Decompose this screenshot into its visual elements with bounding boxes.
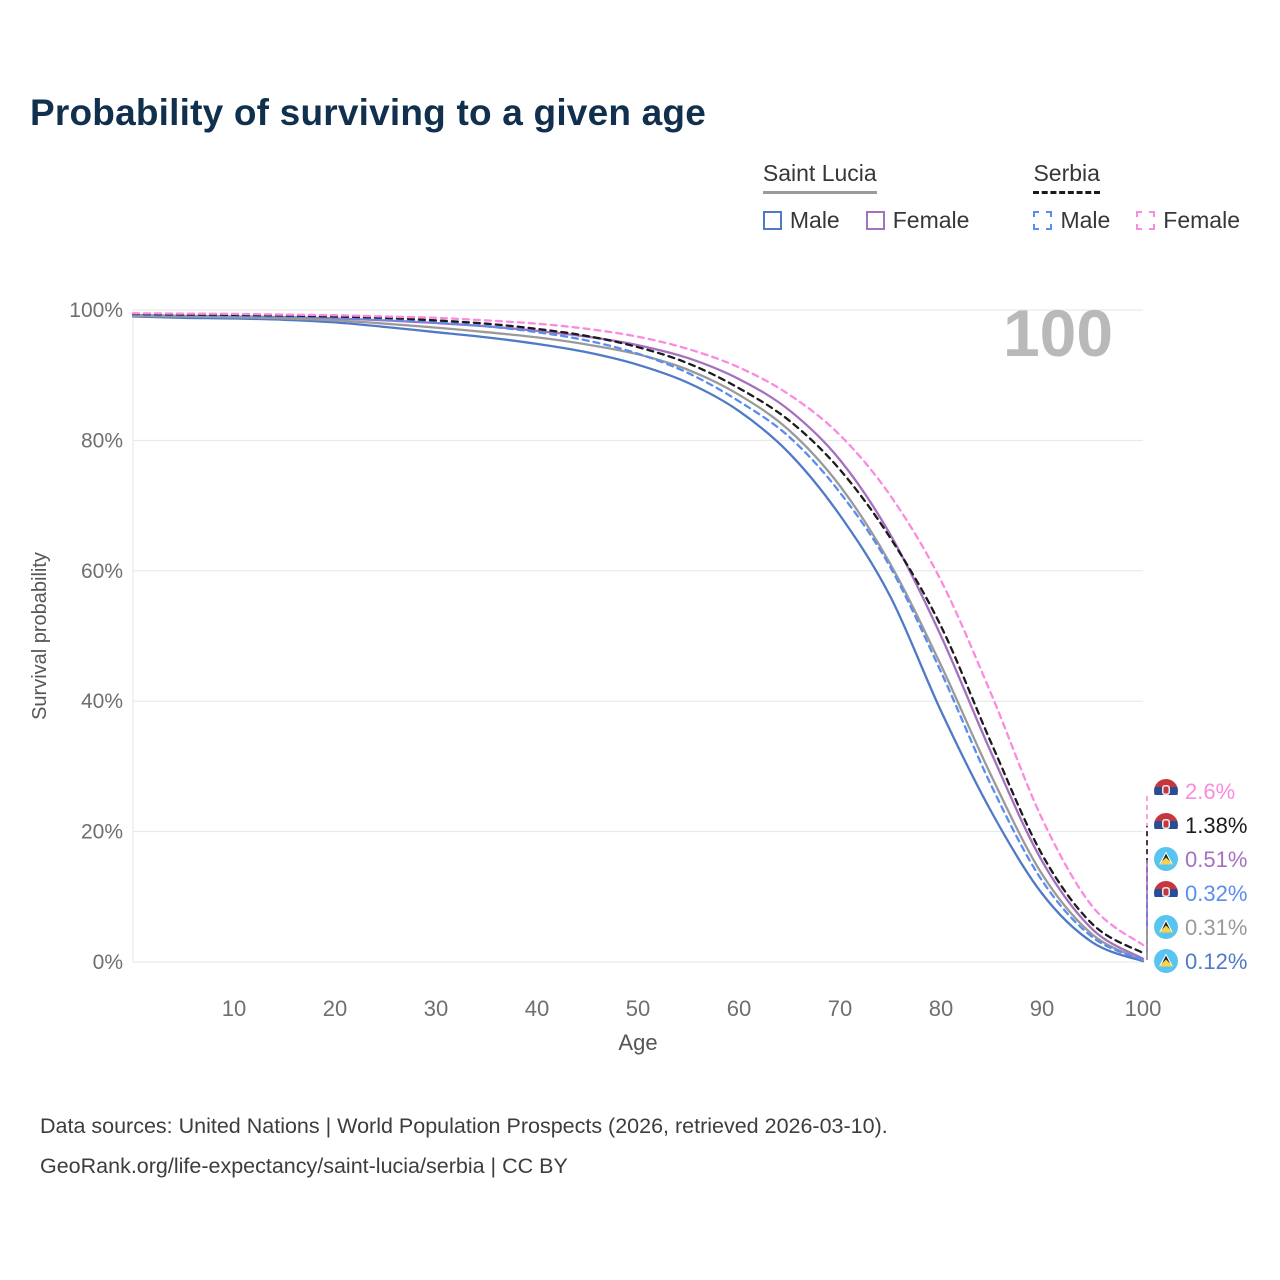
end-value-label-saint-lucia-both-sexes: 0.31% — [1185, 915, 1247, 940]
x-tick-label-60: 60 — [727, 996, 751, 1021]
saint-lucia-male-swatch-icon — [762, 211, 782, 230]
y-tick-label-80: 80% — [81, 429, 123, 452]
legend-label-saint-lucia-female: Female — [892, 207, 970, 233]
series-line-serbia-both-sexes[interactable] — [131, 312, 1145, 955]
legend-group-serbia: Serbia Male Female — [1033, 160, 1240, 234]
serbia-flag-icon — [1154, 779, 1178, 803]
legend-item-serbia-female[interactable]: Female — [1136, 207, 1240, 234]
series-line-serbia-male[interactable] — [131, 313, 1145, 962]
x-tick-label-70: 70 — [828, 996, 852, 1021]
data-sources-line: Data sources: United Nations | World Pop… — [40, 1114, 888, 1138]
y-tick-label-40: 40% — [81, 690, 123, 713]
end-value-label-serbia-male: 0.32% — [1185, 881, 1247, 906]
x-tick-label-40: 40 — [525, 996, 549, 1021]
y-axis-title: Survival probability — [29, 552, 51, 720]
age-watermark: 100 — [1003, 296, 1113, 370]
legend-items-saint-lucia: Male Female — [762, 207, 970, 234]
end-value-label-serbia-both-sexes: 1.38% — [1185, 813, 1247, 838]
serbia-female-swatch-icon — [1136, 211, 1156, 230]
x-tick-label-10: 10 — [222, 996, 246, 1021]
legend: Saint Lucia Male Female Serbia Male — [762, 160, 1240, 234]
x-tick-label-90: 90 — [1030, 996, 1054, 1021]
series-line-saint-lucia-both-sexes[interactable] — [131, 314, 1145, 962]
x-tick-label-80: 80 — [929, 996, 953, 1021]
legend-label-serbia-female: Female — [1163, 207, 1240, 233]
attribution-line: GeoRank.org/life-expectancy/saint-lucia/… — [40, 1154, 568, 1178]
end-value-label-saint-lucia-female: 0.51% — [1185, 847, 1247, 872]
end-value-label-saint-lucia-male: 0.12% — [1185, 949, 1247, 974]
saint-lucia-flag-icon — [1154, 949, 1178, 973]
y-tick-label-0: 0% — [93, 951, 123, 974]
x-tick-label-100: 100 — [1125, 996, 1162, 1021]
x-axis-title: Age — [618, 1030, 657, 1055]
legend-title-saint-lucia[interactable]: Saint Lucia — [762, 160, 877, 194]
legend-group-saint-lucia: Saint Lucia Male Female — [762, 160, 970, 234]
end-value-label-serbia-female: 2.6% — [1185, 779, 1235, 804]
legend-item-saint-lucia-male[interactable]: Male — [762, 207, 840, 234]
legend-item-serbia-male[interactable]: Male — [1033, 207, 1110, 234]
saint-lucia-flag-icon — [1154, 915, 1178, 939]
x-tick-label-30: 30 — [424, 996, 448, 1021]
saint-lucia-female-swatch-icon — [865, 211, 885, 230]
legend-item-saint-lucia-female[interactable]: Female — [865, 207, 970, 234]
y-tick-label-100: 100% — [69, 299, 123, 322]
saint-lucia-flag-icon — [1154, 847, 1178, 871]
x-tick-label-20: 20 — [323, 996, 347, 1021]
legend-items-serbia: Male Female — [1033, 207, 1240, 234]
serbia-flag-icon — [1154, 813, 1178, 837]
serbia-flag-icon — [1154, 881, 1178, 905]
y-tick-label-60: 60% — [81, 560, 123, 583]
series-line-saint-lucia-male[interactable] — [131, 315, 1145, 963]
legend-title-serbia[interactable]: Serbia — [1033, 160, 1100, 194]
x-tick-label-50: 50 — [626, 996, 650, 1021]
legend-label-saint-lucia-male: Male — [789, 207, 840, 233]
footer: Data sources: United Nations | World Pop… — [40, 1106, 888, 1186]
page-title: Probability of surviving to a given age — [30, 92, 706, 133]
serbia-male-swatch-icon — [1033, 211, 1053, 230]
y-tick-label-20: 20% — [81, 821, 123, 844]
series-line-serbia-female[interactable] — [131, 312, 1145, 947]
series-line-saint-lucia-female[interactable] — [131, 314, 1145, 960]
legend-label-serbia-male: Male — [1060, 207, 1111, 233]
